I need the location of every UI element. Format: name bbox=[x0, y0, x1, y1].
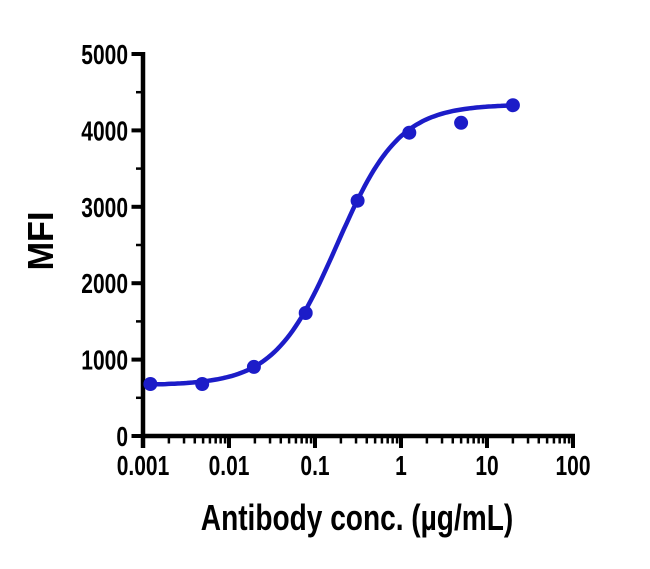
data-point bbox=[454, 115, 469, 130]
data-point bbox=[402, 125, 417, 140]
x-tick-label: 0.01 bbox=[209, 451, 250, 482]
data-point bbox=[246, 359, 261, 374]
x-tick-label: 10 bbox=[475, 451, 498, 482]
y-tick-label: 3000 bbox=[81, 193, 128, 224]
data-point bbox=[350, 193, 365, 208]
x-tick-label: 1 bbox=[395, 451, 407, 482]
y-tick-label: 5000 bbox=[81, 40, 128, 71]
data-point bbox=[298, 306, 313, 320]
y-tick-label: 4000 bbox=[81, 117, 128, 148]
data-point bbox=[195, 377, 210, 391]
fit-curve bbox=[148, 103, 516, 387]
x-tick-label: 100 bbox=[555, 451, 590, 482]
x-tick-label: 0.001 bbox=[117, 451, 170, 482]
y-tick-label: 2000 bbox=[81, 269, 128, 300]
x-tick-label: 0.1 bbox=[300, 451, 329, 482]
y-tick-label: 1000 bbox=[81, 346, 128, 377]
y-axis-title: MFI bbox=[21, 212, 61, 271]
data-point bbox=[505, 98, 520, 113]
data-point bbox=[143, 377, 158, 391]
y-tick-label: 0 bbox=[116, 422, 128, 453]
x-axis-title: Antibody conc. (µg/mL) bbox=[201, 498, 513, 538]
